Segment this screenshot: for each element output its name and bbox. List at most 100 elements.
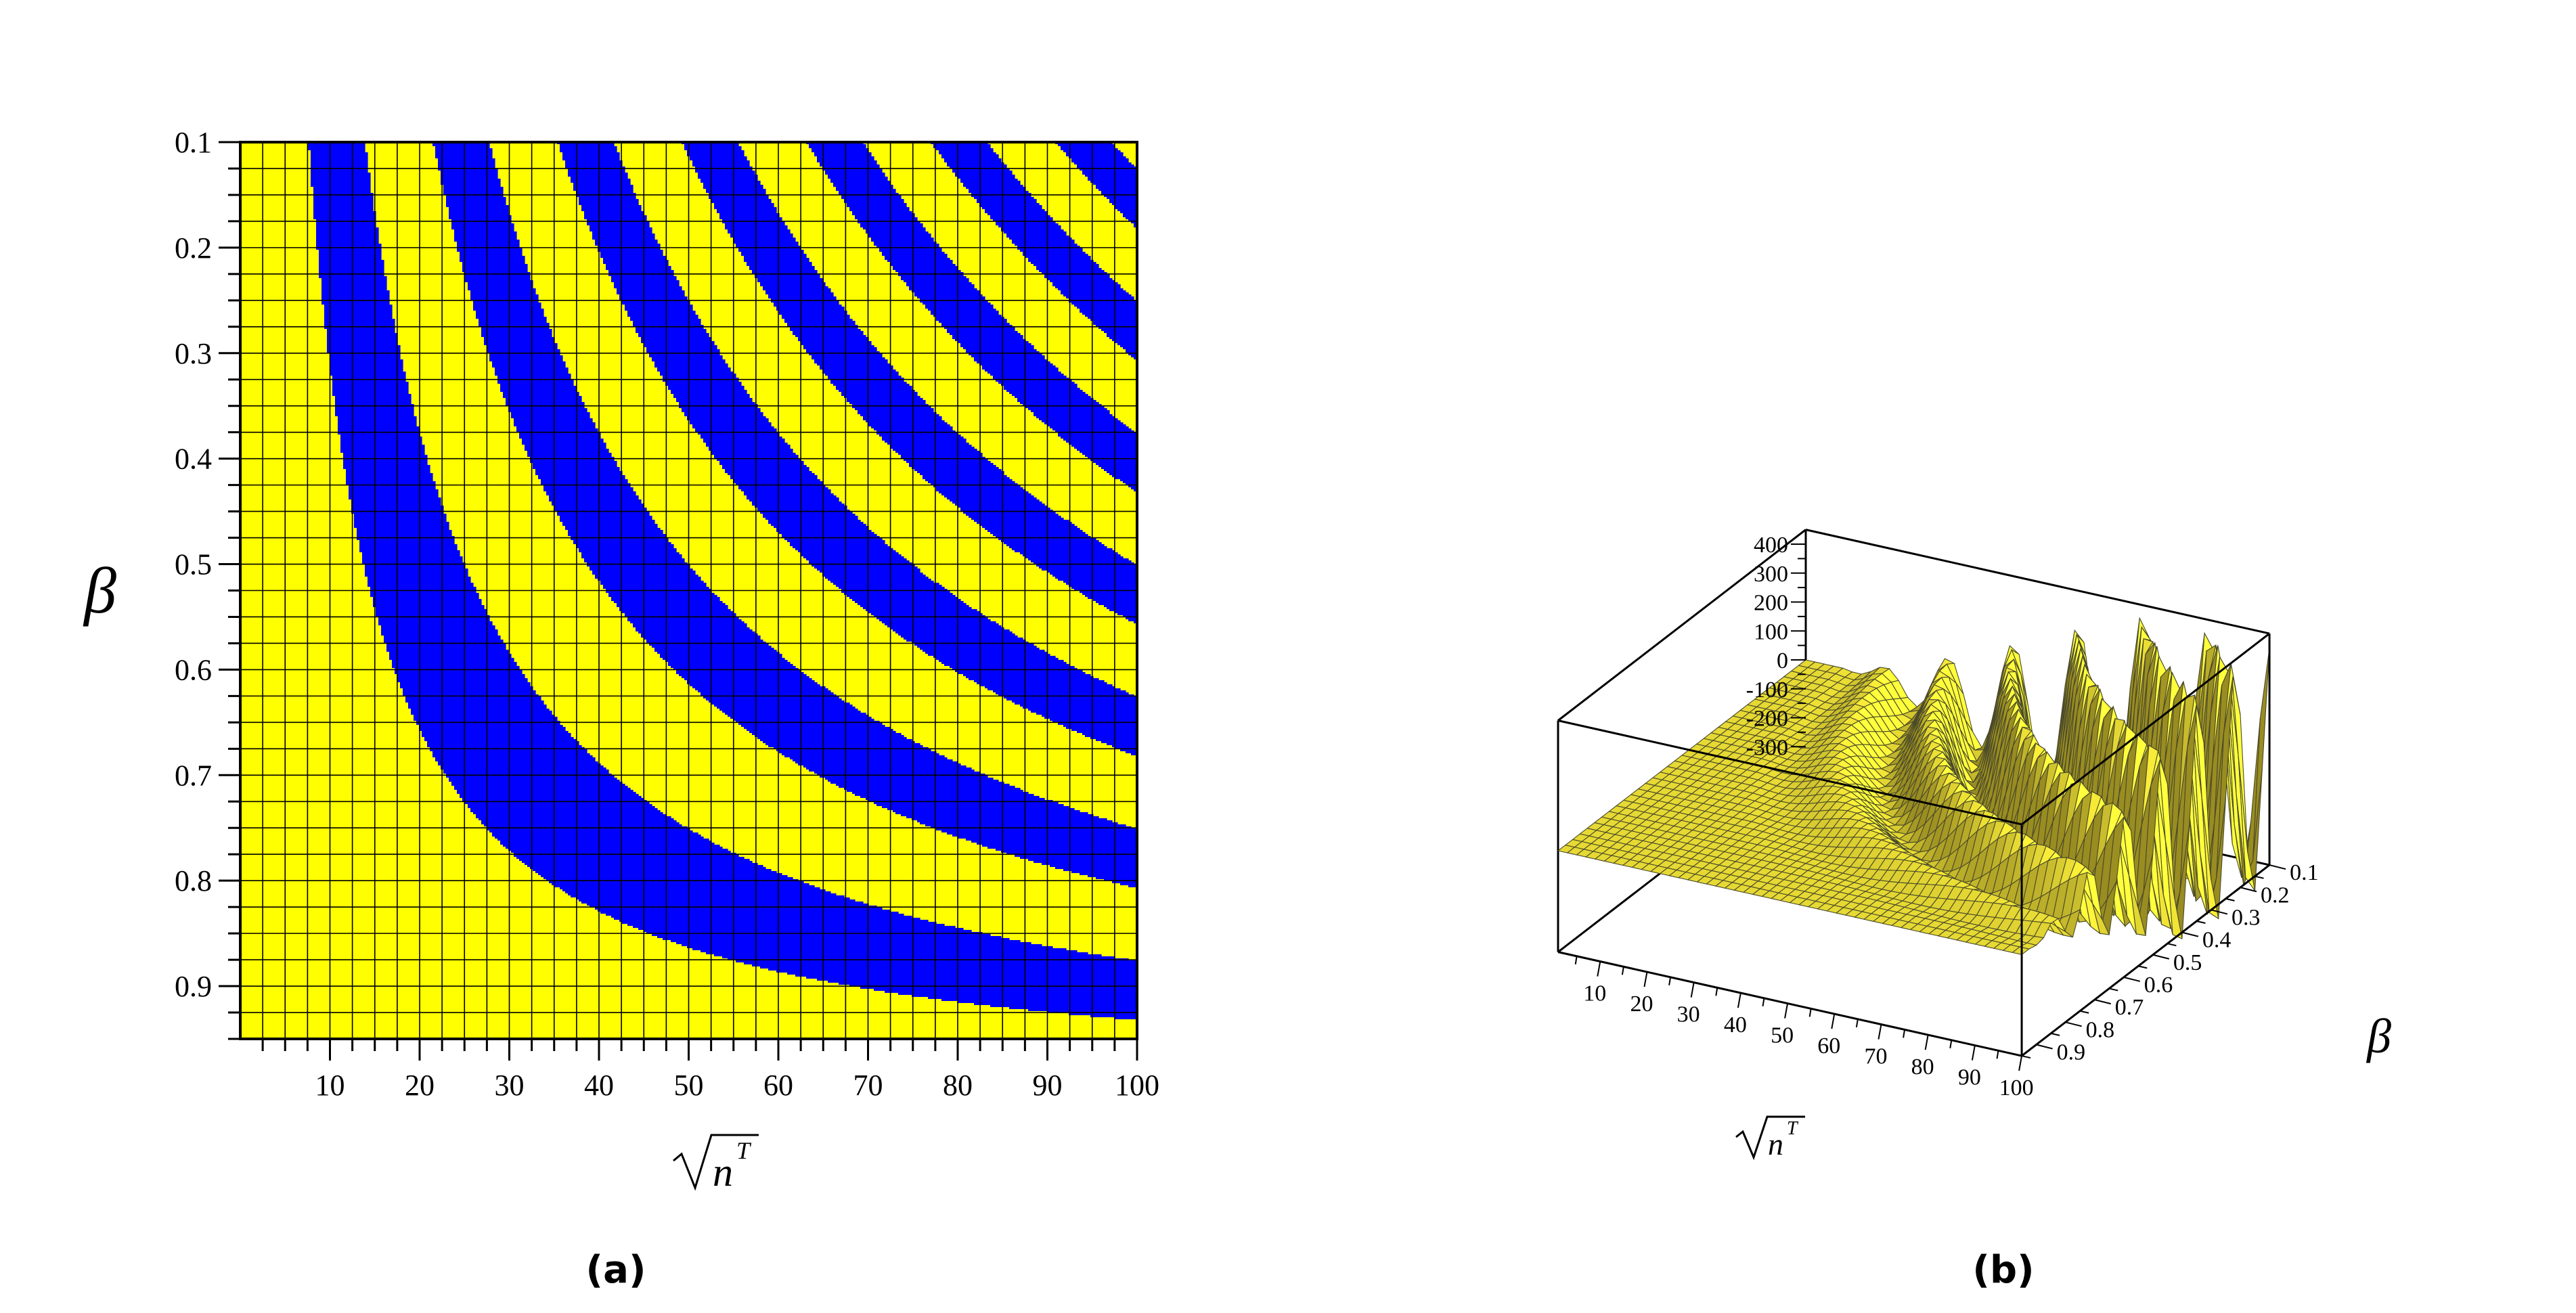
beta-tick-mark [2109,987,2118,992]
box-edge [2021,864,2270,1057]
panel-a-heatmap: 10 20 30 40 50 60 70 80 90 100 0.1 0.2 0.3 0.4 0.5 0.6 0… [83,126,1159,1292]
x-tick-label: 60 [763,1069,793,1102]
x-tick-label: 10 [315,1069,345,1102]
box-edge [1557,951,2022,1057]
panel-label-b: (b) [1972,1248,2034,1292]
y-tick-label: 0.8 [175,864,212,897]
y-tick-label: 0.7 [175,759,212,792]
x-tick-mark [1831,1013,1836,1029]
beta-tick-mark [2036,1044,2053,1050]
beta-tick-label: 0.9 [2057,1040,2086,1065]
x-tick-mark [1737,992,1741,1008]
x-tick-label: 80 [943,1069,973,1102]
x-tick-label: 20 [405,1069,435,1102]
surface-mesh [1557,617,2270,956]
x-tick-label: 20 [1630,992,1653,1017]
x-tick-label: 90 [1033,1069,1063,1102]
y-tick-label: 0.1 [175,126,212,159]
beta-tick-label: 0.5 [2173,950,2202,975]
x-tick-mark [1643,971,1648,987]
x-tick-label: 40 [1724,1012,1747,1038]
x-tick-mark [1924,1034,1929,1050]
x-tick-mark [1903,1029,1906,1038]
z-tick-label: 100 [1754,619,1788,644]
x-tick-label: 40 [584,1069,614,1102]
y-tick-label: 0.6 [175,653,212,686]
beta-tick-mark [2065,1021,2082,1027]
beta-tick-mark [2181,931,2199,937]
x-tick-label: 50 [1771,1023,1794,1048]
x-tick-label: 10 [1583,981,1606,1006]
sqrt-axis-label: n T [1735,1115,1805,1161]
y-tick-label: 0.5 [175,548,212,581]
x-axis-label-radicand: n [713,1150,733,1195]
x-tick-mark [1878,1024,1882,1040]
z-tick-label: -200 [1746,707,1788,732]
x-tick-label: 70 [1864,1044,1887,1069]
beta-tick-label: 0.7 [2115,995,2144,1020]
x-tick-label: 60 [1817,1033,1840,1059]
surface-cell [2252,648,2270,861]
z-tick-label: 400 [1754,533,1788,558]
beta-tick-mark [2255,875,2264,879]
x-tick-mark [1597,961,1601,977]
beta-tick-mark [2123,976,2141,982]
beta-tick-mark [2021,1055,2031,1059]
y-tick-label: 0.2 [175,231,212,265]
beta-tick-mark [2240,887,2257,893]
beta-tick-label: 0.3 [2231,905,2261,930]
y-tick-label: 0.4 [175,443,212,476]
beta-tick-label: 0.2 [2261,883,2290,908]
beta-tick-mark [2167,943,2177,947]
beta-tick-label: 0.4 [2202,928,2231,953]
x-tick-label: 100 [1999,1075,2034,1100]
x-tick-mark [1574,956,1578,964]
x-axis-label-superscript: T [736,1137,752,1164]
blue-bands [308,142,1137,1019]
x-tick-mark [2018,1055,2023,1071]
x-tick-label: 100 [1115,1069,1159,1102]
x-axis-label: n T [673,1134,759,1195]
x-tick-mark [1715,987,1718,996]
x-tick-mark [1855,1019,1859,1027]
y-axis-label: β [83,554,116,627]
bounding-box-front [1557,632,2271,1057]
x-tick-mark [1621,966,1624,975]
x-tick-mark [1762,998,1765,1006]
x-tick-mark [1690,982,1695,998]
beta-tick-mark [2269,864,2286,870]
z-tick-label: -300 [1746,735,1788,760]
y-tick-label: 0.3 [175,337,212,370]
x-tick-label: 80 [1911,1054,1934,1080]
beta-tick-mark [2094,999,2111,1005]
box-edge [1805,529,2270,635]
y-tick-label: 0.9 [175,970,212,1003]
beta-tick-mark [2225,897,2235,902]
z-tick-label: 200 [1754,591,1788,616]
x-tick-label: 30 [495,1069,525,1102]
z-tick-label: -100 [1746,677,1788,703]
panel-label-a: (a) [586,1248,646,1292]
z-tick-label: 0 [1777,648,1788,673]
x-tick-label: 90 [1958,1065,1981,1090]
x-tick-mark [1971,1045,1976,1061]
box-edge [1557,719,2022,826]
axes-ticks: 10 20 30 40 50 60 70 80 90 100 0.1 0.2 0.3 0.4 0.5 0.6 0… [175,126,1159,1102]
beta-tick-mark [2079,1010,2089,1014]
beta-tick-label: 0.1 [2290,860,2319,885]
sqrt-axis-superscript: T [1787,1118,1799,1139]
x-tick-label: 30 [1677,1002,1700,1027]
sqrt-axis-radicand: n [1768,1127,1783,1161]
x-tick-mark [1784,1003,1789,1019]
x-tick-mark [1996,1050,1999,1059]
box-edge [1557,529,1806,721]
x-tick-mark [1949,1040,1953,1048]
beta-tick-mark [2050,1032,2060,1036]
x-tick-mark [1668,977,1672,985]
beta-tick-mark [2138,965,2148,969]
beta-tick-label: 0.8 [2086,1017,2115,1042]
beta-tick-mark [2211,909,2228,915]
x-tick-label: 50 [674,1069,704,1102]
panel-b-surface: 10 20 30 40 50 60 70 80 90 1000.10.20.30.40.50.60… [1557,529,2391,1292]
